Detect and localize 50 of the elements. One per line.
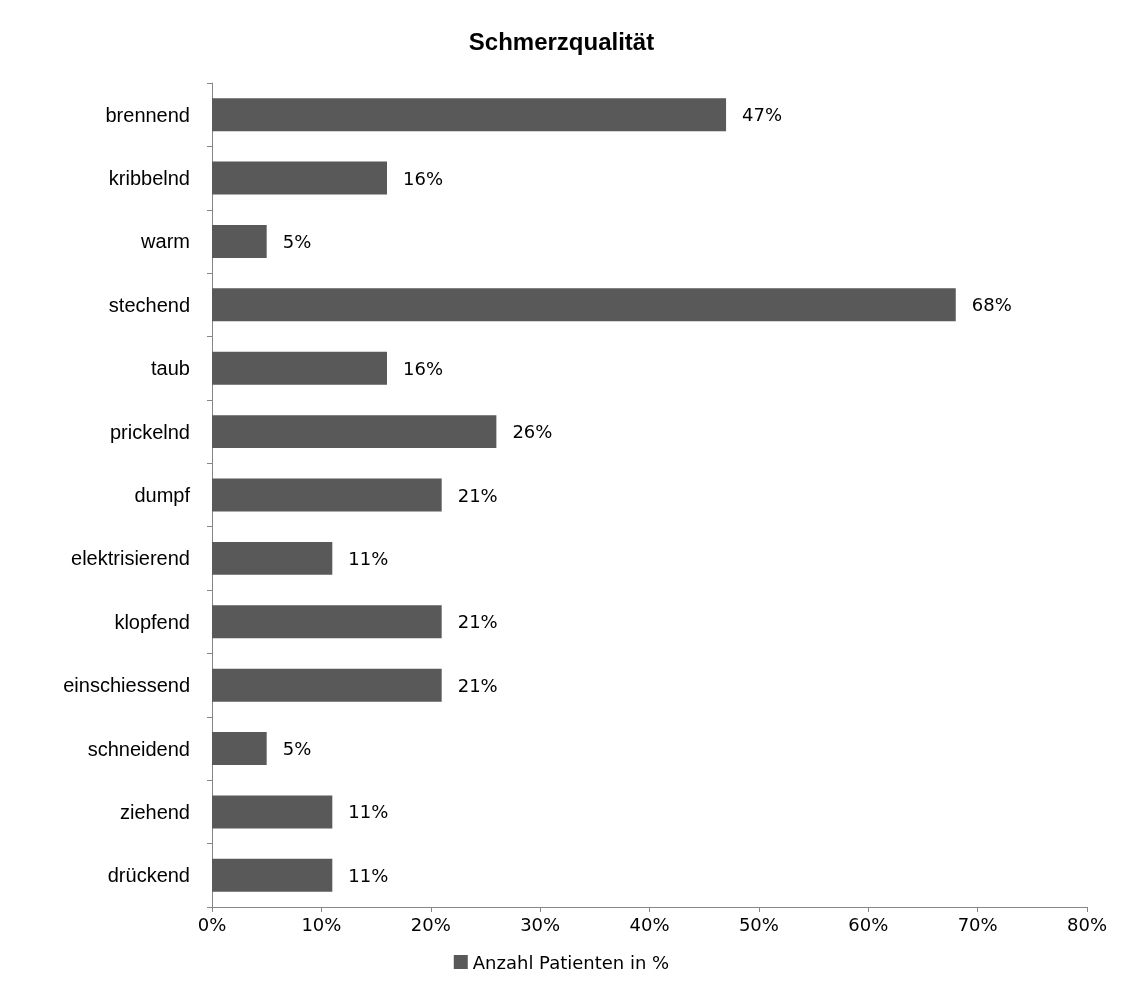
y-tick-label: stechend bbox=[108, 293, 190, 316]
x-tick-label: 40% bbox=[629, 913, 670, 935]
data-label: 5% bbox=[282, 738, 312, 760]
bar bbox=[212, 795, 333, 829]
x-tick-label: 20% bbox=[410, 913, 451, 935]
data-label: 16% bbox=[403, 167, 444, 189]
y-tick-label: elektrisierend bbox=[71, 547, 190, 570]
data-label: 11% bbox=[348, 801, 389, 823]
bar bbox=[212, 224, 267, 258]
x-tick-label: 10% bbox=[301, 913, 342, 935]
bar bbox=[212, 288, 956, 322]
legend-label: Anzahl Patienten in % bbox=[472, 951, 670, 973]
y-tick-label: drückend bbox=[107, 864, 190, 887]
x-tick-label: 70% bbox=[957, 913, 998, 935]
x-tick-label: 30% bbox=[520, 913, 561, 935]
bar bbox=[212, 605, 442, 639]
y-tick-label: brennend bbox=[105, 103, 190, 126]
data-label: 21% bbox=[457, 484, 498, 506]
bar bbox=[212, 732, 267, 766]
x-tick-label: 80% bbox=[1066, 913, 1108, 935]
y-tick-label: dumpf bbox=[134, 484, 191, 506]
chart-title: Schmerzqualität bbox=[468, 27, 655, 55]
bar bbox=[212, 858, 333, 892]
data-label: 47% bbox=[742, 104, 783, 126]
y-tick-label: einschiessend bbox=[63, 674, 190, 697]
bar bbox=[212, 415, 497, 449]
y-tick-label: kribbelnd bbox=[108, 167, 190, 190]
bar bbox=[212, 541, 333, 575]
bar bbox=[212, 478, 442, 512]
bar bbox=[212, 98, 727, 132]
y-tick-label: taub bbox=[151, 357, 190, 380]
y-tick-label: klopfend bbox=[114, 610, 190, 633]
bar bbox=[212, 161, 387, 195]
y-tick-label: schneidend bbox=[87, 737, 190, 760]
y-tick-label: prickelnd bbox=[109, 420, 190, 443]
y-tick-label: ziehend bbox=[119, 800, 190, 823]
bar bbox=[212, 668, 442, 702]
bar bbox=[212, 351, 387, 385]
data-label: 21% bbox=[457, 611, 498, 633]
y-tick-label: warm bbox=[140, 230, 190, 253]
x-tick-label: 0% bbox=[197, 913, 227, 935]
data-label: 21% bbox=[457, 674, 498, 696]
data-label: 26% bbox=[512, 421, 553, 443]
x-tick-label: 50% bbox=[738, 913, 779, 935]
data-label: 11% bbox=[348, 547, 389, 569]
data-label: 11% bbox=[348, 864, 389, 886]
data-label: 68% bbox=[971, 294, 1012, 316]
data-label: 16% bbox=[403, 357, 444, 379]
data-label: 5% bbox=[282, 230, 312, 252]
x-tick-label: 60% bbox=[848, 913, 889, 935]
